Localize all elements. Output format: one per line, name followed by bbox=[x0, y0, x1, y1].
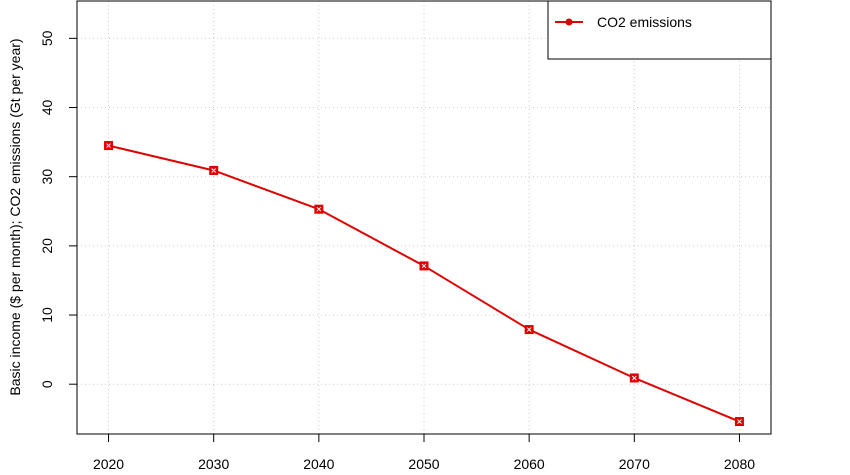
y-tick-label-20: 20 bbox=[39, 238, 55, 254]
x-tick-label-2050: 2050 bbox=[408, 456, 439, 472]
y-tick-label-40: 40 bbox=[39, 100, 55, 116]
x-tick-label-2040: 2040 bbox=[303, 456, 334, 472]
series-layer bbox=[104, 141, 744, 427]
data-point-mark-2080 bbox=[737, 419, 742, 424]
y-axis: 0 10 20 30 40 50 bbox=[39, 30, 78, 388]
grid-lines bbox=[77, 1, 771, 434]
data-point-mark-2020 bbox=[106, 143, 111, 148]
y-tick-label-10: 10 bbox=[39, 307, 55, 323]
y-tick-label-30: 30 bbox=[39, 169, 55, 185]
data-point-mark-2070 bbox=[631, 375, 637, 381]
x-tick-label-2060: 2060 bbox=[514, 456, 545, 472]
data-point-mark-2050 bbox=[421, 263, 427, 269]
y-axis-title: Basic income ($ per month); CO2 emission… bbox=[7, 38, 23, 395]
series-line-0 bbox=[108, 144, 740, 423]
legend-entry-co2-emissions: CO2 emissions bbox=[597, 14, 692, 30]
y-tick-label-50: 50 bbox=[39, 30, 55, 46]
legend-marker bbox=[565, 18, 573, 26]
data-point-mark-2060 bbox=[526, 327, 532, 332]
legend-box bbox=[547, 0, 772, 60]
data-point-mark-2040 bbox=[316, 206, 322, 212]
data-point-mark-2030 bbox=[211, 168, 217, 173]
x-tick-label-2070: 2070 bbox=[619, 456, 650, 472]
x-tick-label-2080: 2080 bbox=[724, 456, 755, 472]
x-tick-label-2020: 2020 bbox=[93, 456, 124, 472]
y-tick-label-0: 0 bbox=[39, 380, 55, 388]
legend: CO2 emissions bbox=[547, 0, 772, 60]
x-axis: 2020 2030 2040 2050 2060 2070 2080 bbox=[93, 433, 755, 472]
x-tick-label-2030: 2030 bbox=[198, 456, 229, 472]
